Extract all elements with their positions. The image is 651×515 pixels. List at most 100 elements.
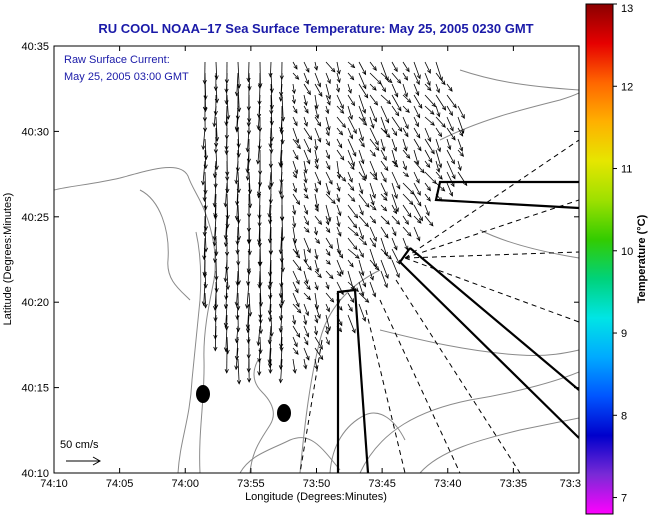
current-vector-head	[441, 80, 446, 86]
current-vector-head	[417, 146, 422, 152]
current-vector	[380, 182, 388, 196]
current-vector-head	[314, 207, 319, 212]
current-vector-head	[305, 68, 310, 73]
current-vector	[314, 193, 318, 208]
current-vector	[402, 149, 411, 159]
current-vector-head	[405, 108, 410, 114]
current-vector-head	[359, 189, 364, 195]
current-vector-head	[279, 343, 284, 349]
x-axis-ticks: 74:10 74:05 74:00 73:55 73:50 73:45 73:40 73:35…	[40, 46, 581, 490]
current-vector	[325, 248, 331, 256]
current-vector-head	[371, 206, 377, 211]
current-vector-head	[418, 216, 423, 222]
current-vector-head	[202, 273, 207, 279]
current-vector-head	[201, 301, 207, 307]
current-vector-head	[338, 321, 343, 327]
radar-sector-e	[399, 247, 411, 263]
current-vector-head	[326, 165, 331, 171]
current-vector-head	[297, 266, 302, 272]
current-vector-head	[407, 212, 412, 218]
current-vector-head	[403, 75, 409, 81]
current-vector	[347, 138, 357, 157]
current-vector-head	[329, 274, 334, 280]
current-vector-head	[437, 132, 443, 138]
current-vector	[314, 116, 321, 127]
current-vector	[314, 314, 318, 323]
current-vector-head	[395, 220, 401, 225]
current-vector-head	[213, 317, 218, 323]
current-vector	[325, 325, 329, 335]
current-vector-head	[291, 99, 296, 105]
current-vector	[347, 226, 359, 236]
current-vector	[325, 160, 331, 170]
current-vector-head	[415, 80, 420, 86]
current-vector	[347, 116, 357, 134]
current-vector	[292, 336, 298, 347]
radar-sector-c	[399, 261, 579, 439]
current-vector	[325, 72, 331, 84]
x-tick-label: 73:3	[560, 478, 581, 490]
current-vector-head	[269, 149, 274, 154]
current-vector-head	[213, 86, 218, 92]
current-vector-head	[234, 365, 239, 371]
current-vector	[446, 149, 455, 164]
current-vector-head	[396, 184, 401, 190]
current-vector	[292, 358, 296, 373]
current-vector-head	[440, 186, 446, 192]
current-vector-head	[384, 166, 389, 172]
current-vector-head	[314, 318, 319, 324]
current-vector	[215, 149, 218, 170]
current-vector-head	[392, 231, 397, 237]
current-vector	[369, 182, 376, 199]
current-vector-head	[292, 210, 297, 216]
contour-3	[299, 269, 381, 473]
current-vector-head	[339, 109, 345, 114]
current-vector-head	[317, 220, 323, 226]
current-vector	[336, 160, 340, 179]
radar-sectors	[299, 139, 579, 473]
y-axis-ticks: 40:10 40:15 40:20 40:25 40:30 40:35	[21, 41, 579, 480]
current-vector	[402, 215, 409, 225]
current-vector	[214, 160, 217, 178]
current-vector	[248, 171, 251, 194]
current-vector	[336, 182, 340, 192]
current-vector-head	[236, 219, 241, 225]
current-vector	[279, 138, 283, 166]
current-vector	[258, 358, 261, 376]
current-vector	[203, 237, 206, 260]
sector-ray-3	[404, 251, 579, 259]
current-vector-head	[305, 228, 310, 233]
current-vector	[336, 204, 341, 216]
current-vector-head	[278, 365, 284, 370]
current-vector-head	[350, 101, 356, 107]
current-vector	[202, 127, 206, 150]
surface-current-vectors	[201, 61, 468, 385]
current-vector-head	[373, 175, 378, 181]
current-vector	[347, 281, 359, 292]
current-vector	[347, 160, 355, 170]
current-vector-head	[326, 154, 331, 160]
current-vector	[314, 171, 321, 185]
current-vector	[413, 127, 421, 139]
current-vector	[237, 215, 240, 240]
y-tick-label: 40:25	[21, 212, 49, 224]
current-vector	[347, 127, 353, 139]
current-vector-head	[295, 253, 301, 259]
current-vector	[292, 138, 301, 149]
sector-ray-7	[365, 309, 406, 473]
current-vector-head	[404, 220, 409, 225]
colorbar-label: Temperature (°C)	[636, 214, 648, 303]
current-vector-head	[416, 133, 421, 139]
x-tick-label: 74:10	[40, 478, 68, 490]
current-vector-head	[203, 205, 208, 211]
current-vector	[336, 149, 345, 161]
current-vector	[303, 314, 307, 325]
current-vector-head	[203, 127, 208, 133]
current-vector-head	[294, 288, 299, 294]
current-vector-head	[339, 253, 344, 259]
current-vector-head	[403, 92, 408, 98]
current-vector-head	[407, 232, 412, 237]
current-vector-head	[318, 345, 323, 350]
current-vector-head	[326, 326, 331, 332]
current-vector-head	[374, 265, 380, 271]
